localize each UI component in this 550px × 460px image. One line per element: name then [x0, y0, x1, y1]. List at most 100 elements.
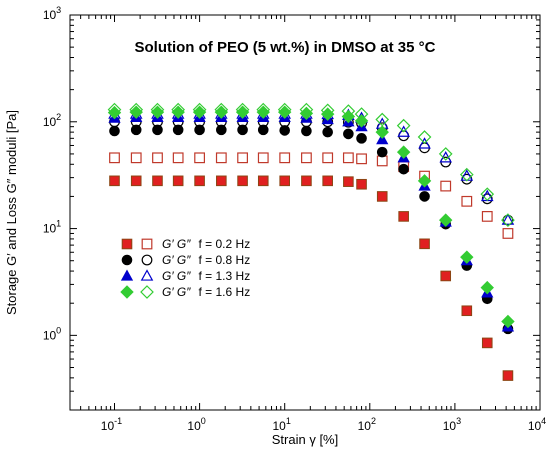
data-point — [172, 152, 184, 164]
data-point — [109, 152, 120, 164]
data-point — [320, 103, 335, 118]
data-point — [237, 124, 248, 136]
data-point — [396, 118, 411, 133]
data-point — [440, 270, 452, 282]
data-point — [375, 125, 389, 139]
data-point — [171, 105, 185, 119]
data-point — [322, 152, 334, 164]
data-point — [356, 133, 367, 144]
data-point — [460, 250, 474, 264]
data-point — [109, 125, 120, 137]
data-point — [129, 105, 143, 119]
data-point — [257, 152, 269, 164]
legend-marker-open — [140, 285, 154, 299]
data-point — [419, 191, 430, 202]
data-point — [152, 175, 163, 187]
data-point — [279, 152, 291, 164]
series-triangle-open — [108, 107, 515, 225]
data-point — [216, 175, 227, 187]
data-point — [376, 191, 388, 202]
y-axis-title: Storage G′ and Loss G″ moduli [Pa] — [4, 110, 19, 315]
points-layer — [107, 102, 515, 381]
data-point — [480, 280, 494, 295]
data-point — [356, 153, 367, 165]
legend-entry: G′ G″ f = 1.3 Hz — [120, 269, 250, 283]
data-point — [343, 176, 354, 187]
data-point — [279, 175, 290, 187]
legend-label: G′ G″ f = 0.8 Hz — [162, 253, 250, 267]
x-tick-label: 103 — [443, 416, 461, 433]
x-tick-label: 102 — [358, 416, 376, 433]
data-point — [480, 187, 495, 202]
legend-entry: G′ G″ f = 1.6 Hz — [120, 285, 250, 299]
data-point — [194, 124, 205, 136]
data-point — [376, 155, 388, 167]
data-point — [107, 105, 122, 120]
data-point — [237, 152, 248, 164]
data-point — [417, 130, 432, 144]
data-point — [130, 152, 142, 164]
x-tick-label: 104 — [528, 416, 546, 433]
legend-marker-open — [141, 254, 153, 266]
data-point — [439, 213, 453, 227]
y-tick-label: 101 — [43, 219, 61, 236]
data-point — [354, 107, 369, 121]
data-point — [438, 147, 453, 161]
legend-entry: G′ G″ f = 0.8 Hz — [121, 253, 250, 267]
data-point — [419, 238, 430, 250]
data-point — [256, 102, 271, 117]
data-point — [257, 124, 269, 136]
data-point — [214, 105, 229, 119]
legend-marker-filled — [120, 269, 134, 281]
data-point — [172, 175, 184, 187]
data-point — [152, 152, 163, 164]
data-point — [130, 124, 142, 136]
data-point — [257, 175, 269, 187]
legend-marker-filled — [120, 285, 134, 299]
data-point — [214, 102, 229, 117]
data-point — [356, 178, 367, 190]
data-point — [192, 105, 207, 119]
data-point — [461, 305, 473, 317]
data-point — [194, 175, 205, 187]
data-point — [440, 180, 452, 192]
data-point — [215, 152, 227, 164]
data-point — [397, 125, 410, 137]
data-point — [481, 211, 493, 222]
data-point — [301, 152, 312, 164]
data-point — [279, 125, 290, 136]
data-point — [235, 105, 250, 119]
data-point — [322, 126, 333, 138]
data-point — [342, 152, 354, 164]
y-tick-label: 102 — [43, 112, 61, 129]
legend-label: G′ G″ f = 0.2 Hz — [162, 237, 250, 251]
data-point — [343, 128, 354, 140]
legend-marker-filled — [121, 254, 133, 266]
data-point — [481, 337, 493, 349]
data-point — [376, 133, 389, 145]
data-point — [461, 195, 473, 207]
x-tick-label: 10-1 — [101, 416, 122, 433]
data-point — [129, 102, 144, 117]
data-point — [299, 102, 314, 117]
data-point — [341, 104, 356, 118]
data-point — [501, 213, 515, 227]
series-circle-filled — [109, 124, 514, 335]
x-tick-label: 101 — [273, 416, 291, 433]
data-point — [501, 213, 515, 225]
data-point — [172, 124, 184, 136]
legend: G′ G″ f = 0.2 Hz G′ G″ f = 0.8 Hz G′ G″ f = 1… — [120, 237, 250, 299]
data-point — [501, 314, 515, 329]
y-tick-label: 100 — [43, 325, 61, 342]
data-point — [194, 152, 205, 164]
series-square-filled — [109, 175, 514, 381]
series-square-open — [109, 152, 514, 239]
data-point — [299, 106, 314, 121]
chart-title: Solution of PEO (5 wt.%) in DMSO at 35 °… — [134, 39, 435, 56]
data-point — [418, 137, 431, 149]
legend-marker-filled — [121, 238, 133, 250]
x-tick-label: 100 — [187, 416, 205, 433]
data-point — [398, 163, 409, 175]
data-point — [502, 370, 514, 381]
